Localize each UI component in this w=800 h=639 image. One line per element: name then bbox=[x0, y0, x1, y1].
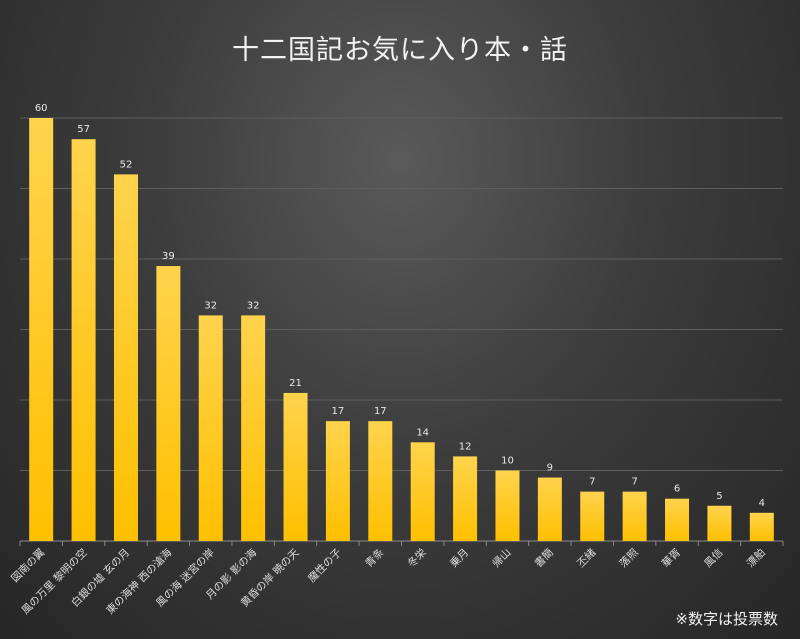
x-tick-label: 華胥 bbox=[660, 547, 683, 570]
bar bbox=[453, 456, 478, 541]
data-label: 21 bbox=[289, 378, 302, 389]
x-tick-label: 書簡 bbox=[532, 546, 556, 570]
data-label: 17 bbox=[374, 406, 387, 417]
bar bbox=[198, 315, 223, 541]
bar bbox=[749, 512, 774, 541]
data-label: 32 bbox=[204, 300, 217, 311]
data-label: 14 bbox=[416, 427, 429, 438]
bar bbox=[580, 491, 605, 541]
x-tick-label: 漂舶 bbox=[744, 546, 768, 570]
data-label: 17 bbox=[332, 406, 345, 417]
bar bbox=[665, 498, 690, 541]
bar bbox=[241, 315, 266, 541]
data-label: 32 bbox=[247, 300, 260, 311]
chart-note: ※数字は投票数 bbox=[675, 610, 778, 628]
bar bbox=[113, 174, 138, 541]
data-label: 6 bbox=[674, 484, 680, 495]
data-label: 12 bbox=[459, 441, 472, 452]
data-label: 7 bbox=[631, 477, 637, 488]
bar bbox=[156, 266, 181, 541]
x-tick-label: 風信 bbox=[702, 547, 725, 570]
data-label: 5 bbox=[716, 491, 722, 502]
data-label: 10 bbox=[501, 456, 514, 467]
chart-title: 十二国記お気に入り本・話 bbox=[232, 35, 568, 66]
x-tick-label: 図南の翼 bbox=[8, 546, 47, 585]
bar bbox=[71, 139, 96, 541]
bar bbox=[325, 421, 350, 541]
bar bbox=[495, 470, 520, 541]
data-label: 52 bbox=[120, 159, 133, 170]
bar bbox=[410, 442, 435, 541]
data-label: 60 bbox=[35, 103, 48, 114]
bar bbox=[707, 505, 732, 541]
x-tick-label: 帰山 bbox=[490, 546, 514, 570]
x-tick-label: 落照 bbox=[617, 546, 641, 570]
x-tick-label: 丕緒 bbox=[574, 546, 598, 570]
x-tick-label: 青条 bbox=[362, 546, 386, 570]
bar bbox=[622, 491, 647, 541]
data-label: 4 bbox=[759, 498, 765, 509]
x-tick-label: 魔性の子 bbox=[305, 546, 344, 585]
bar bbox=[537, 477, 562, 541]
data-label: 7 bbox=[589, 477, 595, 488]
data-label: 57 bbox=[77, 124, 90, 135]
x-tick-label: 冬栄 bbox=[405, 546, 429, 570]
x-tick-label: 乗月 bbox=[448, 547, 471, 570]
data-label: 9 bbox=[547, 463, 553, 474]
bar bbox=[368, 421, 393, 541]
data-label: 39 bbox=[162, 251, 175, 262]
bar bbox=[29, 118, 54, 541]
bar bbox=[283, 392, 308, 541]
